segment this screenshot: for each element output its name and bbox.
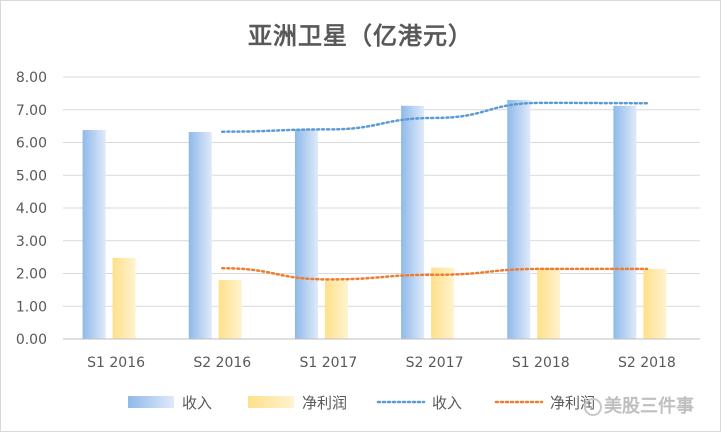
x-tick-label: S2 2016	[193, 355, 251, 371]
x-tick-label: S1 2018	[512, 355, 570, 371]
y-tick-label: 2.00	[16, 267, 47, 283]
x-tick-label: S1 2016	[87, 355, 145, 371]
legend-net-profit-bar-label: 净利润	[302, 394, 347, 412]
bar-net-profit	[537, 268, 561, 339]
legend-revenue-trend-label: 收入	[432, 394, 462, 412]
gridlines	[63, 76, 700, 307]
watermark-text: 美股三件事	[604, 396, 694, 417]
axes: 0.00 1.00 2.00 3.00 4.00 5.00 6.00 7.00 8.00 S1 2…	[16, 70, 700, 371]
bar-revenue	[188, 132, 212, 339]
trendline-revenue	[221, 101, 649, 133]
bar-net-profit	[218, 280, 242, 339]
bar-net-profit	[112, 257, 136, 339]
y-tick-label: 1.00	[16, 299, 47, 315]
chart-title: 亚洲卫星（亿港元）	[248, 22, 473, 50]
bar-revenue	[82, 130, 106, 339]
legend-net-profit-bar-swatch	[248, 396, 294, 408]
watermark-logo-icon	[584, 398, 602, 416]
legend-revenue-bar-label: 收入	[182, 394, 212, 412]
x-tick-label: S2 2017	[406, 355, 464, 371]
bars	[82, 99, 667, 339]
y-tick-label: 4.00	[16, 201, 47, 217]
watermark: 美股三件事	[584, 392, 694, 418]
bar-revenue	[613, 105, 637, 339]
bar-net-profit	[324, 280, 348, 339]
bar-net-profit	[431, 267, 455, 339]
y-tick-label: 8.00	[16, 70, 47, 86]
y-tick-label: 5.00	[16, 168, 47, 184]
x-tick-label: S1 2017	[299, 355, 357, 371]
y-tick-label: 6.00	[16, 136, 47, 152]
legend-revenue-bar-swatch	[128, 396, 174, 408]
bar-revenue	[507, 99, 531, 339]
bar-revenue	[401, 105, 425, 339]
y-tick-label: 7.00	[16, 103, 47, 119]
trendline-net-profit	[221, 267, 649, 281]
trendlines	[221, 101, 649, 281]
bar-net-profit	[643, 268, 667, 339]
x-tick-label: S2 2018	[618, 355, 676, 371]
bar-revenue	[294, 129, 318, 339]
y-tick-label: 0.00	[16, 332, 47, 348]
y-tick-label: 3.00	[16, 234, 47, 250]
legend-net-profit-trend-label: 净利润	[550, 394, 595, 412]
legend: 收入 净利润 收入 净利润	[128, 394, 595, 412]
